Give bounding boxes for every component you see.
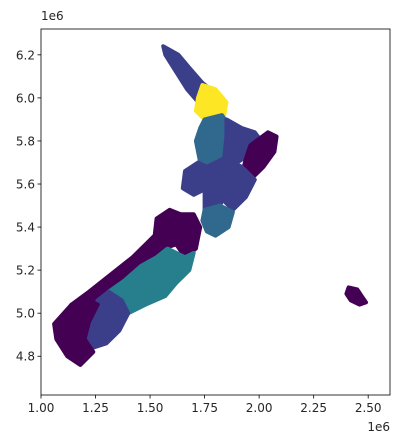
- y-tick-label: 4.8: [16, 350, 35, 364]
- region-gisborne: [239, 130, 279, 182]
- y-tick-label: 6.0: [16, 91, 35, 105]
- x-tick-label: 1.25: [82, 401, 109, 415]
- map-regions: [52, 44, 368, 367]
- y-tick-label: 5.0: [16, 307, 35, 321]
- x-tick-label: 2.50: [355, 401, 382, 415]
- x-tick-label: 2.25: [300, 401, 327, 415]
- region-southland: [52, 298, 100, 367]
- region-canterbury: [106, 246, 196, 316]
- x-tick-label: 1.50: [137, 401, 164, 415]
- plot-frame: [40, 28, 391, 396]
- x-axis: 1.00 1.25 1.50 1.75 2.00 2.25 2.50: [28, 395, 382, 415]
- x-offset-label: 1e6: [367, 420, 390, 434]
- region-chatham-islands: [344, 285, 368, 307]
- region-hawkes-bay: [222, 156, 257, 212]
- y-tick-label: 6.2: [16, 48, 35, 62]
- x-tick-label: 1.75: [191, 401, 218, 415]
- y-tick-label: 5.6: [16, 178, 35, 192]
- y-offset-label: 1e6: [41, 9, 64, 23]
- x-tick-label: 2.00: [246, 401, 273, 415]
- y-axis: 4.8 5.0 5.2 5.4 5.6 5.8 6.0 6.2: [16, 48, 41, 364]
- x-tick-label: 1.00: [28, 401, 55, 415]
- y-tick-label: 5.8: [16, 134, 35, 148]
- y-tick-label: 5.4: [16, 221, 35, 235]
- region-wellington: [200, 203, 235, 238]
- y-tick-label: 5.2: [16, 264, 35, 278]
